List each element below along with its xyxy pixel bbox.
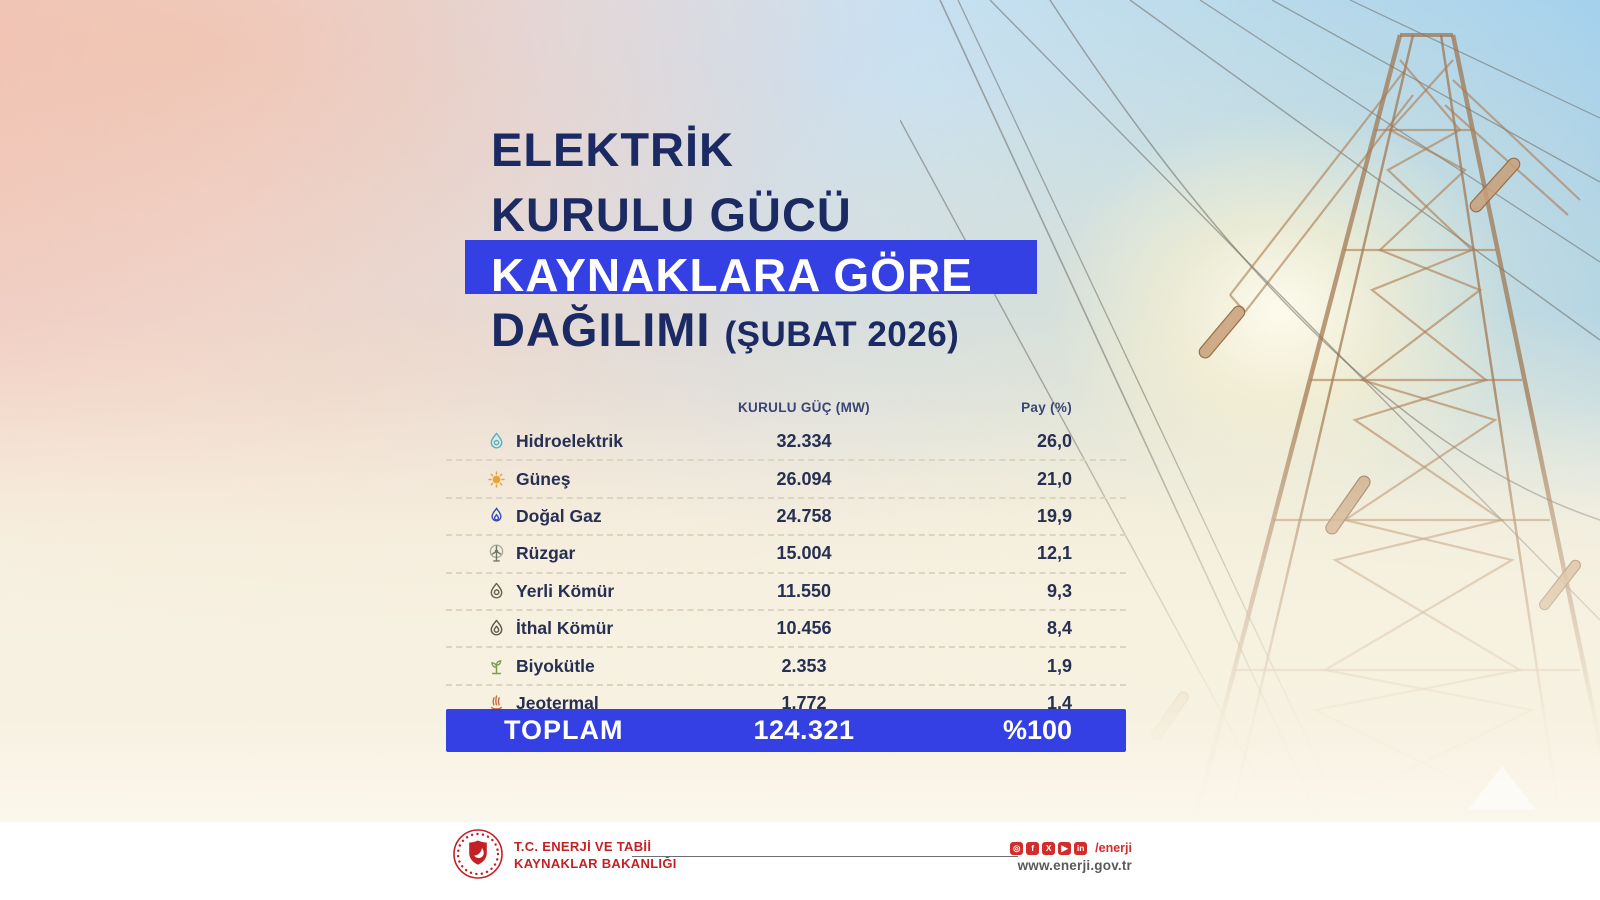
gas-flame-icon xyxy=(491,507,502,522)
table-row: İthal Kömür 10.456 8,4 xyxy=(446,611,1126,649)
row-capacity: 11.550 xyxy=(776,580,832,601)
table-row: Güneş 26.094 21,0 xyxy=(446,461,1126,499)
sun-icon xyxy=(488,470,505,488)
biomass-sprout-icon xyxy=(491,659,502,674)
row-share: 1,4 xyxy=(1046,692,1072,713)
social-media-row: ◎ f X ▶ in /enerji xyxy=(1010,841,1132,855)
social-handle: /enerji xyxy=(1095,841,1132,855)
twitter-icon: X xyxy=(1042,841,1056,855)
youtube-icon: ▶ xyxy=(1058,841,1072,855)
title-line-2: KURULU GÜCÜ xyxy=(491,188,852,241)
ministry-name-line-2: KAYNAKLAR BAKANLIĞI xyxy=(514,855,677,871)
title-line-4-main: DAĞILIMI xyxy=(491,303,711,356)
row-share: 8,4 xyxy=(1046,618,1072,639)
ministry-name: T.C. ENERJİ VE TABİİ KAYNAKLAR BAKANLIĞI xyxy=(514,839,677,873)
total-capacity: 124.321 xyxy=(753,715,855,745)
hydro-drop-icon xyxy=(490,432,503,449)
table-row: Yerli Kömür 11.550 9,3 xyxy=(446,574,1126,611)
row-share: 1,9 xyxy=(1046,655,1072,676)
table-row: Doğal Gaz 24.758 19,9 xyxy=(446,499,1126,537)
row-capacity: 15.004 xyxy=(776,543,832,564)
table-row: Jeotermal 1.772 1,4 xyxy=(446,686,1126,721)
row-label: Güneş xyxy=(516,468,571,489)
title-date: (ŞUBAT 2026) xyxy=(724,315,960,354)
row-label: Rüzgar xyxy=(516,543,576,564)
facebook-icon: f xyxy=(1026,841,1040,855)
row-capacity: 24.758 xyxy=(776,505,832,526)
website-url: www.enerji.gov.tr xyxy=(1017,858,1132,873)
chevron-up-watermark xyxy=(1468,766,1536,810)
linkedin-icon: in xyxy=(1074,841,1088,855)
row-label: Doğal Gaz xyxy=(516,505,602,526)
coal-icon xyxy=(490,582,503,599)
row-share: 21,0 xyxy=(1036,468,1072,489)
table-row: Rüzgar 15.004 12,1 xyxy=(446,536,1126,574)
row-capacity: 2.353 xyxy=(781,655,827,676)
row-label: Yerli Kömür xyxy=(516,580,615,601)
wind-turbine-icon xyxy=(489,544,504,562)
table-row: Hidroelektrik 32.334 26,0 xyxy=(446,424,1126,462)
row-share: 9,3 xyxy=(1046,580,1072,601)
footer: T.C. ENERJİ VE TABİİ KAYNAKLAR BAKANLIĞI… xyxy=(0,822,1600,900)
total-share: %100 xyxy=(1002,715,1072,745)
title-highlight-band: KAYNAKLARA GÖRE xyxy=(465,240,1037,301)
footer-divider-line xyxy=(632,856,1018,857)
ministry-name-line-1: T.C. ENERJİ VE TABİİ xyxy=(514,839,652,854)
total-label: TOPLAM xyxy=(504,715,624,745)
row-capacity: 32.334 xyxy=(776,431,832,452)
column-header-share: Pay (%) xyxy=(1021,400,1072,415)
total-row: TOPLAM 124.321 %100 xyxy=(446,709,1126,752)
ministry-logo xyxy=(453,829,503,879)
row-share: 26,0 xyxy=(1036,431,1072,452)
row-capacity: 10.456 xyxy=(776,618,832,639)
title-line-1: ELEKTRİK xyxy=(491,123,734,176)
title-line-4: DAĞILIMI (ŞUBAT 2026) xyxy=(491,306,959,353)
instagram-icon: ◎ xyxy=(1010,841,1024,855)
footer-contact-block: ◎ f X ▶ in /enerji www.enerji.gov.tr xyxy=(1010,841,1132,873)
column-header-capacity: KURULU GÜÇ (MW) xyxy=(738,400,870,415)
row-share: 19,9 xyxy=(1036,505,1072,526)
row-label: Biyokütle xyxy=(516,655,595,676)
row-label: Jeotermal xyxy=(516,692,599,713)
row-capacity: 26.094 xyxy=(776,468,832,489)
row-label: Hidroelektrik xyxy=(516,431,623,452)
coal-flame-icon xyxy=(490,619,503,636)
table-header: KURULU GÜÇ (MW) Pay (%) xyxy=(446,396,1126,424)
row-capacity: 1.772 xyxy=(781,692,827,713)
capacity-table: KURULU GÜÇ (MW) Pay (%) Hidroelektrik 32… xyxy=(446,396,1126,752)
title-line-3: KAYNAKLARA GÖRE xyxy=(491,249,973,301)
row-label: İthal Kömür xyxy=(516,618,614,639)
row-share: 12,1 xyxy=(1036,543,1072,564)
table-row: Biyokütle 2.353 1,9 xyxy=(446,648,1126,686)
